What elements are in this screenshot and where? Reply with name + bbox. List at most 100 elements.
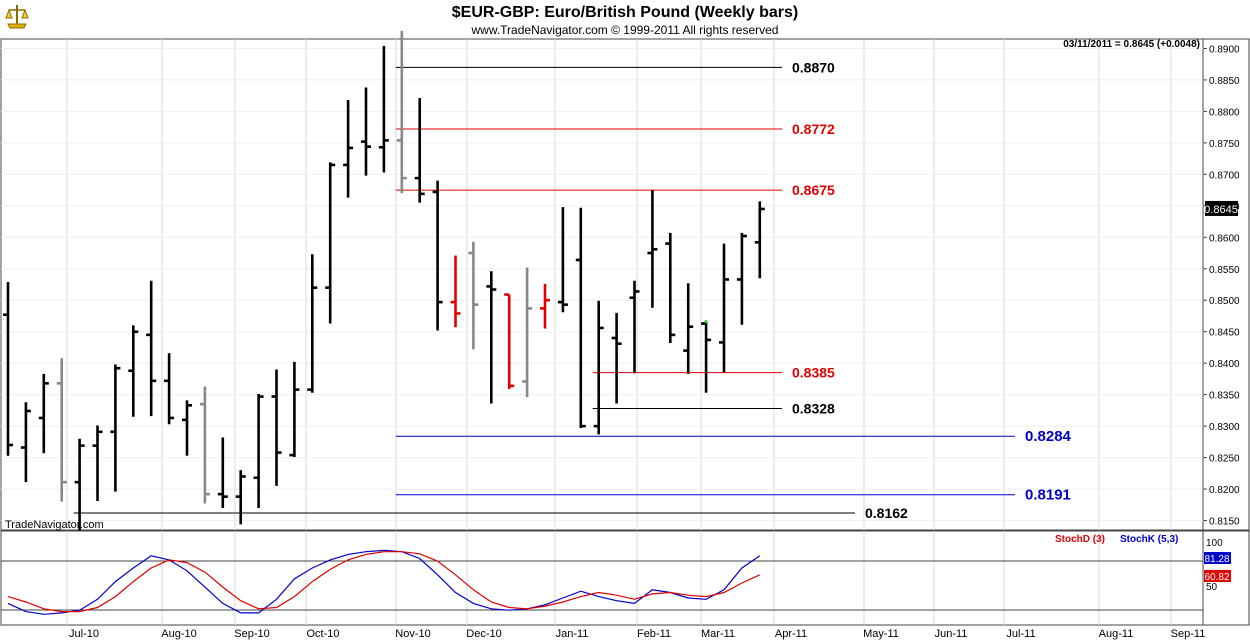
ohlc-bar <box>736 232 747 325</box>
stochk-line <box>7 549 761 615</box>
date-axis-label: Sep-10 <box>234 628 269 640</box>
price-tick-label: 0.8550 <box>1209 265 1240 276</box>
ohlc-bar <box>450 255 461 328</box>
ohlc-bar <box>647 190 658 308</box>
price-tick-label: 0.8250 <box>1209 454 1240 465</box>
ohlc-bar <box>575 207 586 429</box>
ohlc-bar <box>361 87 371 176</box>
level-label: 0.8675 <box>792 182 835 198</box>
stochastic-vertical-grid <box>66 531 1172 625</box>
price-axis-area <box>1202 38 1250 531</box>
price-tick-label: 0.8400 <box>1209 359 1240 370</box>
date-axis-label: Dec-10 <box>466 628 501 640</box>
app-logo-icon <box>4 2 30 32</box>
price-panel: 0.8150 0.8200 0.8250 0.8300 0.8350 0.8400 0.84… <box>0 30 1250 533</box>
stoch-tick-100: 100 <box>1206 538 1223 549</box>
ohlc-bar <box>629 280 640 374</box>
ohlc-bar <box>164 353 175 425</box>
price-tick-label: 0.8200 <box>1209 485 1240 496</box>
ohlc-bar <box>754 201 765 279</box>
level-label: 0.8328 <box>792 401 835 417</box>
ohlc-bar <box>3 281 13 456</box>
date-axis-label: Aug-10 <box>161 628 196 640</box>
price-axis-ticks: 0.8150 0.8200 0.8250 0.8300 0.8350 0.8400 0.84… <box>1203 44 1240 528</box>
ohlc-bar <box>468 241 479 350</box>
date-axis-label: Apr-11 <box>775 628 807 640</box>
level-label: 0.8870 <box>792 59 835 75</box>
price-tick-label: 0.8150 <box>1209 517 1240 528</box>
ohlc-bar <box>199 386 210 504</box>
date-axis-label: Aug-11 <box>1099 628 1134 640</box>
watermark-text: TradeNavigator.com <box>5 519 104 531</box>
date-axis-label: Sep-11 <box>1171 628 1206 640</box>
ohlc-bar <box>522 267 533 398</box>
stochd-line <box>7 551 761 613</box>
date-axis-label: Jul-10 <box>69 628 99 640</box>
price-tick-label: 0.8500 <box>1209 296 1240 307</box>
ohlc-bar <box>217 437 228 508</box>
price-tick-label: 0.8900 <box>1209 44 1240 55</box>
price-tick-label: 0.8800 <box>1209 107 1240 118</box>
ohlc-bar <box>307 254 318 393</box>
ohlc-bar <box>325 162 336 324</box>
price-tick-label: 0.8600 <box>1209 233 1240 244</box>
price-bars <box>3 30 765 533</box>
level-label: 0.8385 <box>792 365 835 381</box>
stochd-legend: StochD (3) <box>1055 534 1105 545</box>
level-label: 0.8284 <box>1025 428 1072 445</box>
stochastic-panel: StochD (3) StochK (5,3) 100 50 81.28 60.… <box>0 530 1250 626</box>
ohlc-bar <box>235 470 246 525</box>
date-axis-label: Jul-11 <box>1006 628 1035 640</box>
ohlc-bar <box>128 325 139 417</box>
price-tick-label: 0.8850 <box>1209 76 1240 87</box>
ohlc-bar <box>253 394 264 508</box>
ohlc-bar <box>38 373 49 454</box>
level-label: 0.8191 <box>1025 487 1071 504</box>
price-tick-label: 0.8700 <box>1209 170 1240 181</box>
ohlc-bar <box>343 100 354 198</box>
price-tick-label: 0.8750 <box>1209 139 1240 150</box>
vertical-grid <box>66 39 1172 530</box>
ohlc-bar <box>74 438 85 533</box>
ohlc-bar <box>271 369 282 486</box>
ohlc-bar <box>92 425 103 502</box>
ohlc-bar <box>396 30 407 194</box>
ohlc-bar <box>110 364 121 492</box>
copyright-text: www.TradeNavigator.com © 1999-2011 All r… <box>471 23 779 37</box>
stochd-last-value: 60.82 <box>1204 572 1229 583</box>
date-axis-label: Jun-11 <box>935 628 968 640</box>
date-axis: Jul-10 Aug-10 Sep-10 Oct-10 Nov-10 Dec-10 Jan-… <box>69 628 1205 640</box>
ohlc-bar <box>611 312 622 404</box>
level-label: 0.8162 <box>865 505 908 521</box>
ohlc-bar <box>486 271 497 404</box>
price-panel-frame <box>0 38 1204 531</box>
ohlc-bar <box>56 358 67 502</box>
level-label: 0.8772 <box>792 121 835 137</box>
stochd-last-value-box: 60.82 <box>1204 570 1231 583</box>
ohlc-bar <box>146 280 157 417</box>
price-tick-label: 0.8450 <box>1209 328 1240 339</box>
stochk-legend: StochK (5,3) <box>1120 534 1178 545</box>
stoch-tick-50: 50 <box>1206 582 1218 593</box>
last-price-box: 0.8645 <box>1204 200 1238 216</box>
last-quote-text: 03/11/2011 = 0.8645 (+0.0048) <box>1063 39 1200 50</box>
chart-title: $EUR-GBP: Euro/British Pound (Weekly bar… <box>452 4 798 21</box>
ohlc-bar <box>665 232 676 344</box>
ohlc-bar <box>557 207 568 313</box>
ohlc-bar <box>289 361 300 457</box>
horizontal-grid <box>1 47 1203 522</box>
ohlc-bar <box>378 45 389 173</box>
date-axis-label: Nov-10 <box>395 628 430 640</box>
ohlc-bar <box>701 320 712 393</box>
ohlc-bar <box>432 180 443 331</box>
ohlc-bar <box>20 402 31 483</box>
date-axis-label: May-11 <box>863 628 899 640</box>
date-axis-label: Feb-11 <box>637 628 671 640</box>
stochk-last-value: 81.28 <box>1204 554 1229 565</box>
bar-green-mark <box>704 320 708 324</box>
ohlc-bar <box>504 293 515 389</box>
price-tick-label: 0.8300 <box>1209 422 1240 433</box>
ohlc-bar <box>719 243 729 373</box>
ohlc-bar <box>683 283 694 374</box>
